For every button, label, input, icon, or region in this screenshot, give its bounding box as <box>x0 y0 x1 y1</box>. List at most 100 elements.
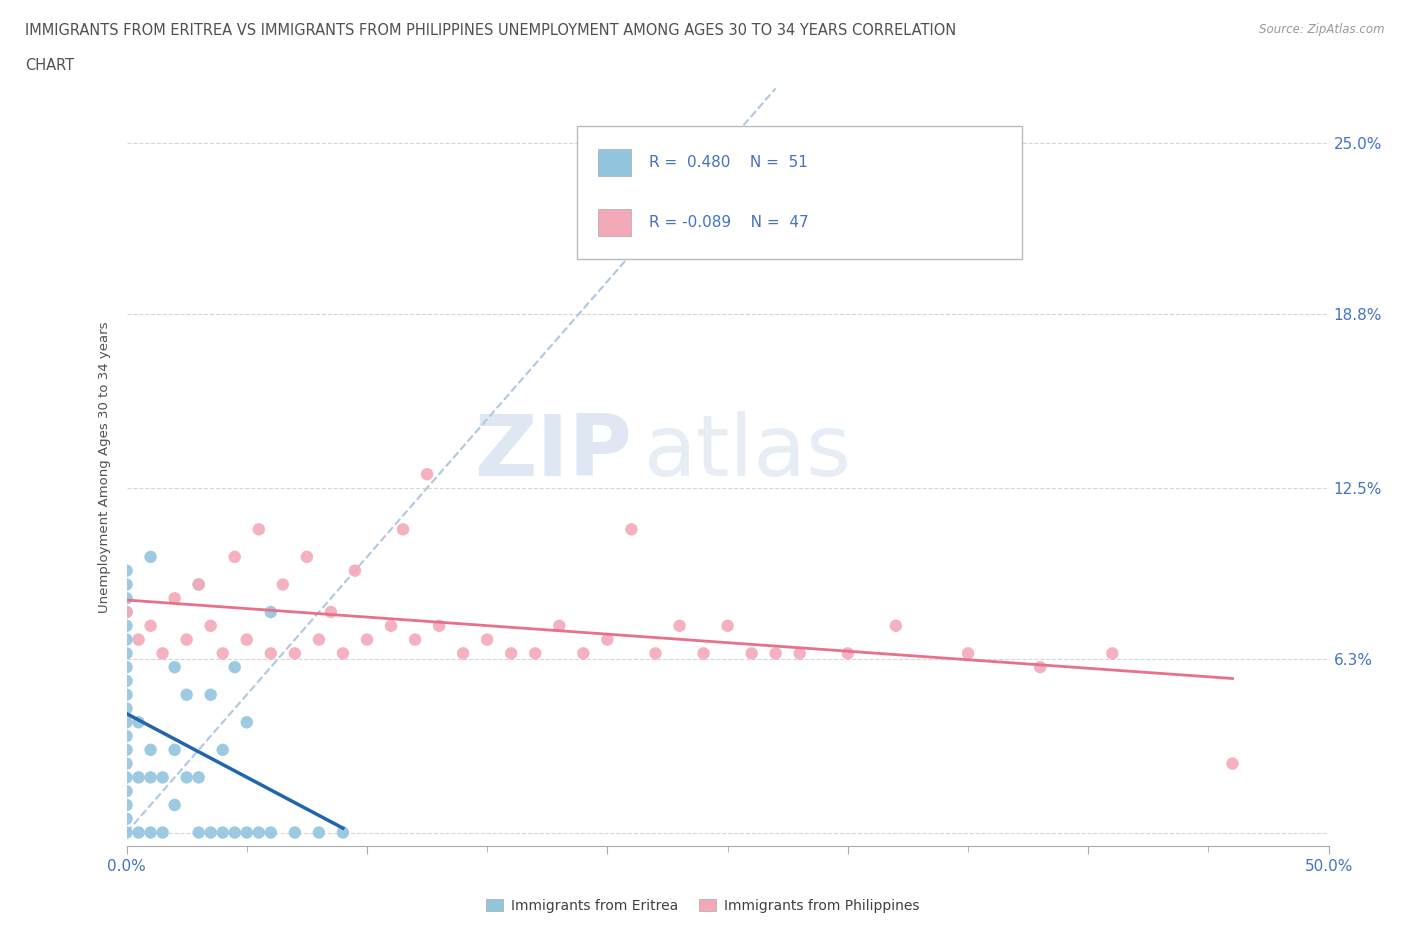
Point <box>115 659 138 674</box>
Point <box>115 798 138 813</box>
Point <box>115 825 138 840</box>
Point <box>163 798 186 813</box>
Text: R = -0.089    N =  47: R = -0.089 N = 47 <box>650 215 808 230</box>
Point <box>115 701 138 716</box>
FancyBboxPatch shape <box>598 208 631 236</box>
Point <box>644 646 666 661</box>
Point <box>187 577 209 591</box>
Point <box>343 564 366 578</box>
Point <box>235 825 259 840</box>
Point <box>211 742 233 757</box>
Point <box>115 811 138 826</box>
Point <box>115 742 138 757</box>
Point <box>176 687 198 702</box>
Point <box>128 632 150 647</box>
Point <box>319 604 342 619</box>
Point <box>956 646 979 661</box>
Point <box>200 687 222 702</box>
FancyBboxPatch shape <box>598 149 631 177</box>
Point <box>356 632 378 647</box>
Point <box>692 646 714 661</box>
Point <box>668 618 690 633</box>
Point <box>139 618 162 633</box>
Point <box>139 770 162 785</box>
Point <box>163 659 186 674</box>
Text: R =  0.480    N =  51: R = 0.480 N = 51 <box>650 155 808 170</box>
Point <box>1222 756 1244 771</box>
Point <box>271 577 294 591</box>
Point <box>152 770 174 785</box>
Point <box>115 632 138 647</box>
Point <box>260 825 283 840</box>
Point <box>115 770 138 785</box>
Point <box>163 591 186 605</box>
Point <box>427 618 450 633</box>
Point <box>211 825 233 840</box>
Point <box>572 646 595 661</box>
Point <box>451 646 474 661</box>
Point <box>716 618 740 633</box>
Point <box>128 770 150 785</box>
Point <box>837 646 859 661</box>
Point <box>284 825 307 840</box>
Point <box>211 646 233 661</box>
Point <box>1101 646 1123 661</box>
Point <box>187 577 209 591</box>
Text: Source: ZipAtlas.com: Source: ZipAtlas.com <box>1260 23 1385 36</box>
Y-axis label: Unemployment Among Ages 30 to 34 years: Unemployment Among Ages 30 to 34 years <box>97 322 111 613</box>
Point <box>548 618 571 633</box>
Point <box>308 825 330 840</box>
Point <box>115 604 138 619</box>
Point <box>115 604 138 619</box>
Point <box>260 646 283 661</box>
Point <box>176 632 198 647</box>
Point <box>187 825 209 840</box>
Point <box>416 467 439 482</box>
Point <box>152 825 174 840</box>
Point <box>235 632 259 647</box>
Point <box>115 646 138 661</box>
Point <box>115 715 138 730</box>
Point <box>884 618 907 633</box>
Point <box>187 770 209 785</box>
Point <box>115 687 138 702</box>
Legend: Immigrants from Eritrea, Immigrants from Philippines: Immigrants from Eritrea, Immigrants from… <box>481 894 925 919</box>
Point <box>235 715 259 730</box>
Point <box>139 550 162 565</box>
Point <box>224 825 246 840</box>
Point <box>224 550 246 565</box>
Point <box>1029 659 1052 674</box>
Point <box>380 618 402 633</box>
Point <box>332 825 354 840</box>
Point <box>475 632 498 647</box>
Point <box>789 646 811 661</box>
Point <box>128 825 150 840</box>
Point <box>163 742 186 757</box>
Point <box>115 673 138 688</box>
Text: ZIP: ZIP <box>474 411 631 494</box>
Point <box>115 618 138 633</box>
Point <box>392 522 415 537</box>
FancyBboxPatch shape <box>578 126 1022 259</box>
Point <box>308 632 330 647</box>
Point <box>620 522 643 537</box>
Point <box>128 715 150 730</box>
Point <box>200 618 222 633</box>
Point <box>176 770 198 785</box>
Point <box>501 646 523 661</box>
Text: atlas: atlas <box>644 411 852 494</box>
Point <box>139 825 162 840</box>
Point <box>115 591 138 605</box>
Point <box>284 646 307 661</box>
Point <box>115 728 138 743</box>
Point <box>200 825 222 840</box>
Point <box>247 522 270 537</box>
Text: IMMIGRANTS FROM ERITREA VS IMMIGRANTS FROM PHILIPPINES UNEMPLOYMENT AMONG AGES 3: IMMIGRANTS FROM ERITREA VS IMMIGRANTS FR… <box>25 23 956 38</box>
Point <box>596 632 619 647</box>
Point <box>115 564 138 578</box>
Text: CHART: CHART <box>25 58 75 73</box>
Point <box>295 550 318 565</box>
Point <box>404 632 426 647</box>
Point <box>524 646 547 661</box>
Point <box>139 742 162 757</box>
